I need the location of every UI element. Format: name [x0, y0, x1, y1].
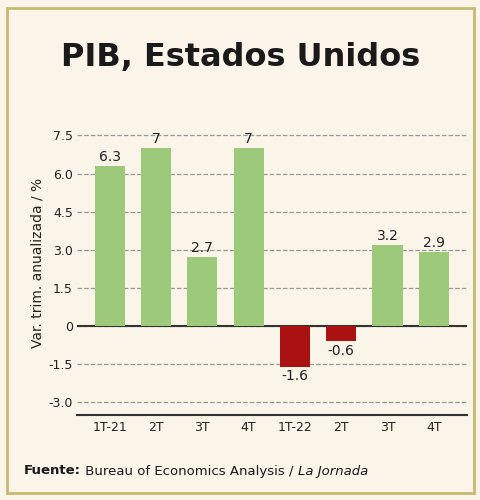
Text: Bureau of Economics Analysis /: Bureau of Economics Analysis / — [81, 464, 297, 477]
Text: 7: 7 — [244, 132, 252, 146]
Y-axis label: Var. trim. anualizada / %: Var. trim. anualizada / % — [30, 178, 44, 348]
Text: 7: 7 — [151, 132, 160, 146]
Text: 6.3: 6.3 — [98, 150, 120, 164]
Bar — [325, 326, 356, 342]
Text: Fuente:: Fuente: — [24, 464, 81, 477]
Text: 2.7: 2.7 — [191, 242, 213, 256]
Bar — [141, 148, 171, 326]
Bar — [372, 244, 402, 326]
Text: La Jornada: La Jornada — [297, 464, 367, 477]
Bar — [418, 252, 448, 326]
Bar — [233, 148, 263, 326]
Text: 3.2: 3.2 — [376, 228, 397, 242]
Bar — [279, 326, 309, 366]
Text: -0.6: -0.6 — [327, 344, 354, 358]
Text: PIB, Estados Unidos: PIB, Estados Unidos — [61, 42, 419, 73]
Text: 2.9: 2.9 — [422, 236, 444, 250]
Text: -1.6: -1.6 — [281, 369, 308, 383]
Bar — [187, 258, 217, 326]
Bar — [95, 166, 124, 326]
